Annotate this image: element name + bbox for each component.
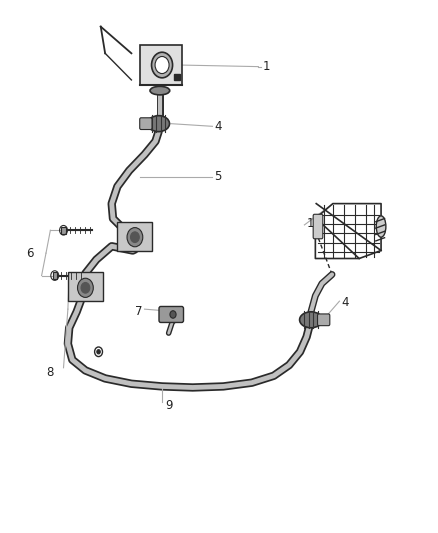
- FancyBboxPatch shape: [313, 214, 323, 239]
- FancyBboxPatch shape: [140, 118, 152, 130]
- Ellipse shape: [300, 312, 322, 328]
- Text: 4: 4: [215, 120, 222, 133]
- Bar: [53, 272, 57, 279]
- Circle shape: [78, 278, 93, 297]
- Circle shape: [97, 350, 100, 354]
- Polygon shape: [140, 45, 182, 85]
- Text: 7: 7: [135, 305, 142, 318]
- FancyBboxPatch shape: [68, 272, 103, 301]
- Text: 4: 4: [342, 296, 349, 309]
- Ellipse shape: [376, 216, 386, 237]
- Circle shape: [152, 52, 173, 78]
- Circle shape: [131, 232, 139, 243]
- FancyBboxPatch shape: [318, 314, 330, 326]
- Ellipse shape: [148, 116, 170, 132]
- FancyBboxPatch shape: [117, 222, 152, 251]
- Text: 8: 8: [47, 366, 54, 378]
- Text: 1: 1: [263, 60, 270, 73]
- Bar: [61, 227, 66, 234]
- Circle shape: [81, 282, 90, 293]
- Text: 9: 9: [166, 399, 173, 411]
- FancyBboxPatch shape: [159, 306, 184, 322]
- Text: 6: 6: [26, 247, 34, 260]
- Text: 10: 10: [307, 217, 321, 230]
- Text: 5: 5: [215, 171, 222, 183]
- Circle shape: [170, 311, 176, 318]
- Circle shape: [127, 228, 143, 247]
- Ellipse shape: [150, 86, 170, 95]
- Circle shape: [155, 56, 169, 74]
